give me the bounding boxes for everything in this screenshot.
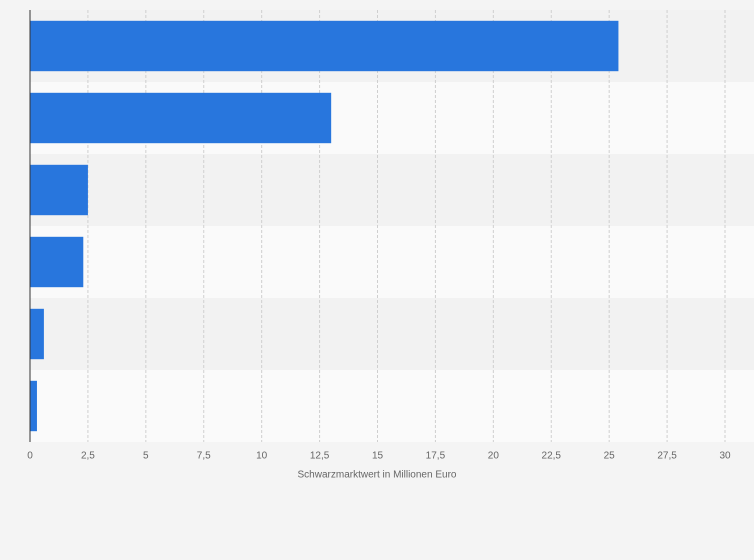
- bar: [30, 164, 88, 216]
- x-tick-label: 10: [256, 451, 268, 462]
- row-stripe: [30, 298, 754, 370]
- x-tick-label: 22,5: [542, 451, 562, 462]
- x-tick-label: 0: [27, 451, 33, 462]
- x-tick-label: 25: [604, 451, 616, 462]
- x-tick-label: 17,5: [426, 451, 446, 462]
- x-tick-label: 15: [372, 451, 384, 462]
- x-tick-label: 20: [488, 451, 500, 462]
- bar: [30, 20, 619, 72]
- x-tick-label: 12,5: [310, 451, 330, 462]
- x-tick-label: 5: [143, 451, 149, 462]
- row-stripe: [30, 226, 754, 298]
- row-stripe: [30, 370, 754, 442]
- x-tick-label: 27,5: [657, 451, 677, 462]
- x-axis-label: Schwarzmarktwert in Millionen Euro: [298, 470, 457, 481]
- x-tick-label: 30: [719, 451, 731, 462]
- row-stripe: [30, 154, 754, 226]
- bar: [30, 92, 332, 144]
- x-tick-label: 7,5: [197, 451, 211, 462]
- bar: [30, 236, 84, 288]
- bar: [30, 380, 37, 432]
- x-tick-label: 2,5: [81, 451, 95, 462]
- bar: [30, 308, 44, 360]
